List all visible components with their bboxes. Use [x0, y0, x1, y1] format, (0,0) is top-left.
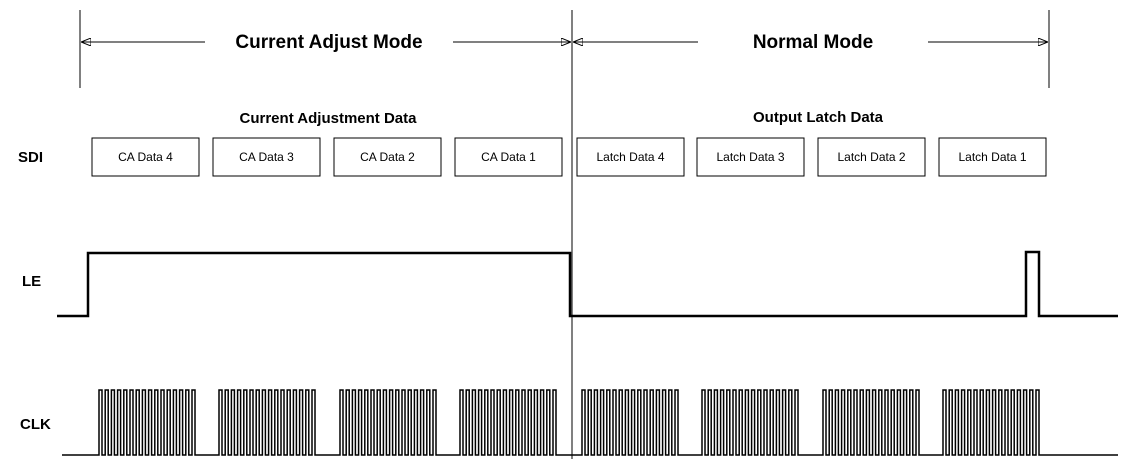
clk-waveform: [62, 389, 1118, 456]
data-box: [576, 137, 685, 177]
sdi-boxes: CA Data 4 CA Data 3 CA Data 2 CA Data 1 Latc…: [91, 137, 1047, 177]
section-label: Output Latch Data: [753, 109, 884, 126]
le-waveform: [57, 250, 1118, 318]
signal-label: CLK: [20, 416, 51, 433]
data-box: [454, 137, 563, 177]
data-box: [333, 137, 442, 177]
signal-label: SDI: [18, 149, 43, 166]
data-box-label: CA Data 2: [360, 150, 415, 164]
data-box-label: CA Data 1: [481, 150, 536, 164]
data-box-label: Latch Data 4: [596, 150, 664, 164]
data-box: [938, 137, 1047, 177]
data-box-label: Latch Data 2: [837, 150, 905, 164]
mode-label: Current Adjust Mode: [235, 32, 422, 53]
data-box: [696, 137, 805, 177]
data-box: [212, 137, 321, 177]
data-box-label: CA Data 4: [118, 150, 173, 164]
signal-label: LE: [22, 273, 41, 290]
data-box: [817, 137, 926, 177]
data-box-label: CA Data 3: [239, 150, 294, 164]
mode-label: Normal Mode: [753, 32, 873, 53]
data-box-label: Latch Data 3: [716, 150, 784, 164]
data-box: [91, 137, 200, 177]
data-box-label: Latch Data 1: [958, 150, 1026, 164]
section-label: Current Adjustment Data: [240, 110, 418, 127]
